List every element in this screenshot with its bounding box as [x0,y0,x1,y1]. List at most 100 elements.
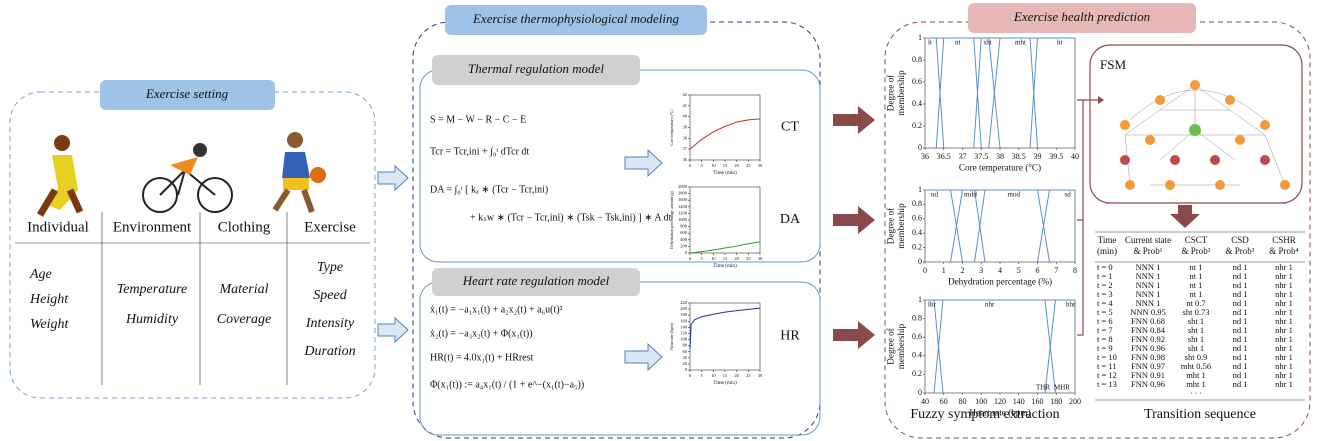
x-tick-label: 20 [734,256,739,261]
heart-title: Heart rate regulation model [462,273,610,288]
table-cell: nhr 1 [1275,325,1293,335]
membership-function [974,189,1050,263]
curve [689,118,761,150]
y-tick-label: 1 [918,295,922,304]
x-tick-label: 0 [923,266,927,275]
plot-frame [924,299,1076,394]
plot-frame [924,37,1076,149]
x-tick-label: 0 [689,163,692,168]
y-tick-label: 40 [683,114,688,119]
arrow [833,321,875,349]
y-axis-label: Core temperature (°C) [669,109,674,146]
x-tick-label: 25 [746,373,751,378]
x-axis-label: Dehydration percentage (%) [948,277,1052,287]
setting-item: Duration [303,344,355,359]
arrow [833,206,875,234]
x-tick-label: 39.5 [1049,152,1063,161]
y-tick-label: 0.4 [912,351,922,360]
table-cell: nhr 1 [1275,370,1293,380]
x-tick-label: 5 [701,163,704,168]
set-label: nhr [985,301,995,309]
fsm-box [1089,44,1303,204]
x-tick-label: 30 [758,256,763,261]
set-label: sd [1065,191,1072,199]
table-cell: t = 4 [1097,298,1113,308]
fsm-label: FSM [1100,57,1126,72]
x-tick-label: 140 [1013,397,1025,406]
table-header: Current state [1125,235,1171,245]
x-tick-label: 25 [746,163,751,168]
x-tick-label: 10 [711,373,716,378]
x-tick-label: 15 [723,373,728,378]
table-cell: nt 1 [1190,289,1203,299]
modeling-title: Exercise thermophysiological modeling [472,11,680,26]
equation: ẋ₂(t) = −a₃x₂(t) + Φ(x₁(t)) [430,328,533,339]
x-tick-label: 10 [711,256,716,261]
set-label: mod [1008,191,1021,199]
table-cell: t = 7 [1097,325,1113,335]
y-tick-label: 40 [683,355,688,360]
setting-item: Material [219,282,269,297]
setting-item: Intensity [305,316,355,331]
y-tick-label: 0 [918,257,922,266]
x-tick-label: 36.5 [937,152,951,161]
curve-tag: CT [781,120,799,135]
table-header: (min) [1097,246,1117,256]
setting-item: Humidity [125,312,179,327]
table-ellipsis: · · · [1190,389,1202,398]
table-cell: nd 1 [1233,352,1248,362]
arrow [624,148,663,178]
y-tick-label: 0.8 [912,55,922,64]
setting-item: Speed [313,288,347,303]
setting-item: Weight [30,317,69,332]
x-tick-label: 38.5 [1012,152,1026,161]
table-cell: mht 1 [1186,379,1206,389]
set-label: sht [984,39,992,47]
prediction-pill [968,3,1196,33]
table-cell: t = 8 [1097,334,1113,344]
membership-function [988,37,1038,149]
table-cell: nhr 1 [1275,352,1293,362]
x-tick-label: 30 [758,373,763,378]
table-cell: t = 2 [1097,280,1113,290]
y-tick-label: 0.6 [912,77,922,86]
x-tick-label: 5 [1017,266,1021,275]
modeling-pill [445,5,707,35]
plot-frame [689,302,761,371]
x-tick-label: 0 [689,256,692,261]
connector [1077,99,1098,336]
x-tick-label: 10 [711,163,716,168]
setting-item: Age [29,267,52,282]
equation: DA = ∫₀ᵗ [ kₐ ∗ (Tcr − Tcr,ini) [430,184,548,195]
y-tick-label: 0 [685,250,688,255]
thermal-title: Thermal regulation model [468,61,604,76]
membership-function [1037,189,1075,263]
table-cell: t = 11 [1097,361,1117,371]
table-cell: nt 1 [1190,262,1203,272]
x-tick-label: 1 [942,266,946,275]
column-header: Individual [27,219,89,235]
prediction-title: Exercise health prediction [1013,9,1150,24]
membership-function [933,299,1056,394]
table-cell: nhr 1 [1275,334,1293,344]
table-cell: nd 1 [1233,316,1248,326]
arrowhead [1098,96,1104,104]
x-tick-label: 40 [921,397,929,406]
y-tick-label: 1600 [678,197,688,202]
x-tick-label: 2 [961,266,965,275]
table-cell: nd 1 [1233,271,1248,281]
y-tick-label: 160 [680,318,688,323]
set-label: lt [928,39,932,47]
equation: S = M − W − R − C − E [430,114,526,125]
y-tick-label: 2000 [678,184,688,189]
y-tick-label: 0 [685,367,688,372]
y-tick-label: 41 [683,103,688,108]
x-tick-label: 80 [959,397,967,406]
x-tick-label: 4 [998,266,1002,275]
curve-tag: HR [780,329,800,344]
y-tick-label: 39 [683,125,688,130]
y-axis-label: membership [896,70,906,116]
table-cell: sht 1 [1188,325,1204,335]
table-cell: t = 3 [1097,289,1113,299]
